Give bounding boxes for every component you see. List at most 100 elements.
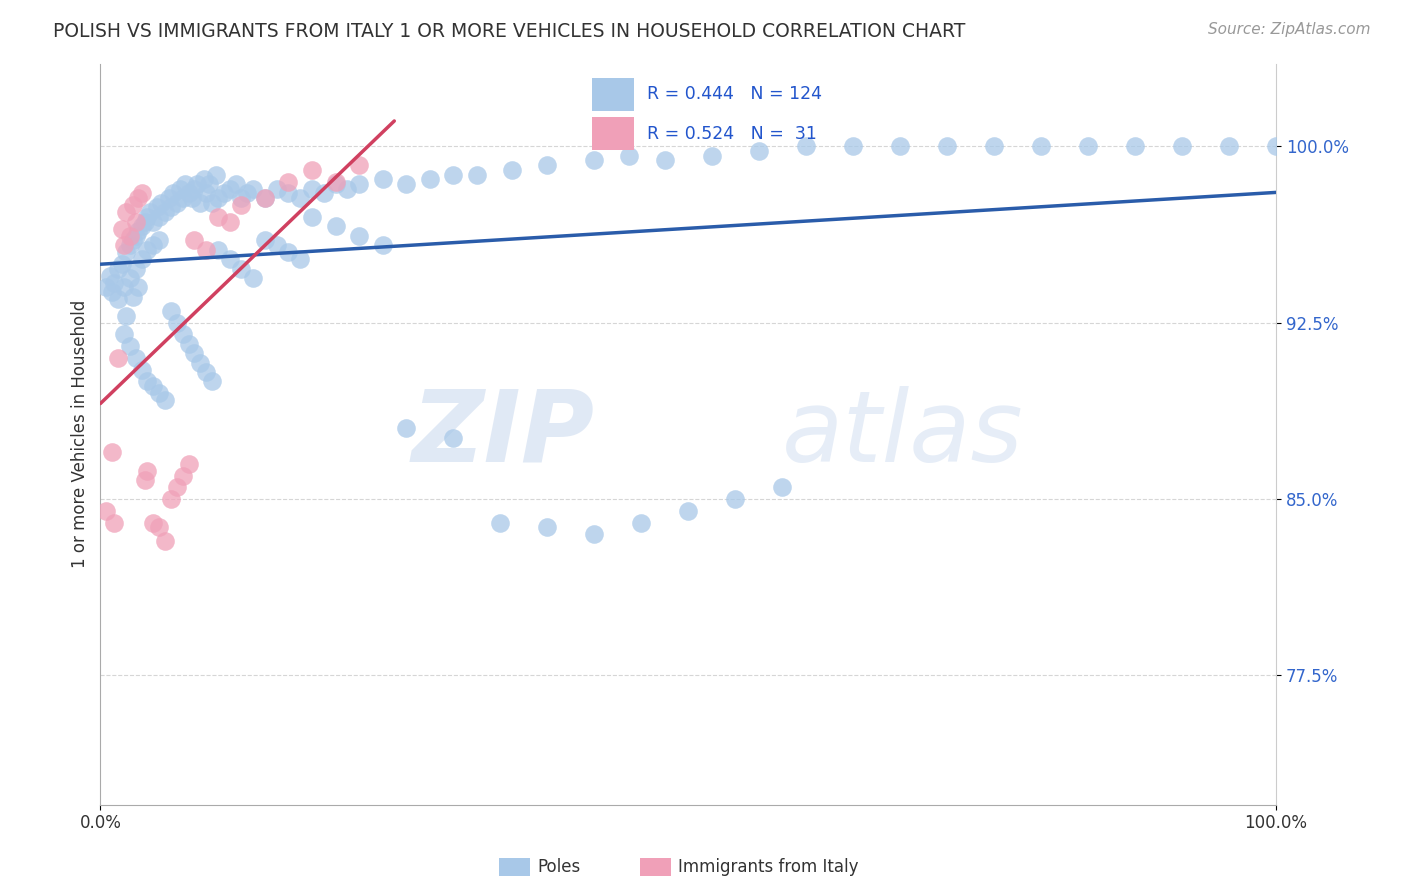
Point [127,280,149,294]
Point [162,186,184,201]
Point [195,186,218,201]
Point [253,234,276,248]
Point [124,261,146,276]
Point [312,186,335,201]
Point [115,245,138,260]
Point [395,177,418,191]
Point [98,268,121,283]
Point [153,534,176,549]
Point [212,186,235,201]
Point [301,162,323,177]
Point [115,205,138,219]
Point [242,271,264,285]
Point [1265,139,1288,153]
Point [277,186,299,201]
Point [107,351,129,365]
Point [174,177,197,191]
Point [177,457,200,471]
Point [195,243,218,257]
Point [1077,139,1099,153]
Point [138,205,160,219]
Point [347,158,370,172]
Point [136,210,159,224]
Point [253,191,276,205]
Point [122,290,145,304]
Point [107,261,129,276]
Point [700,149,723,163]
Point [118,339,141,353]
Point [134,214,156,228]
Text: ZIP: ZIP [411,386,595,483]
Point [347,228,370,243]
Point [103,516,125,530]
Point [124,228,146,243]
Point [148,386,170,401]
Point [118,271,141,285]
Point [148,210,170,224]
Point [441,431,464,445]
Point [301,210,323,224]
Point [218,252,240,267]
Point [201,195,224,210]
Point [536,158,558,172]
Point [1029,139,1052,153]
Point [107,292,129,306]
Point [112,327,135,342]
Point [136,375,159,389]
Point [465,168,488,182]
Point [231,198,253,212]
Point [231,191,253,205]
Point [177,336,200,351]
Point [172,191,194,205]
Point [142,214,165,228]
Point [177,186,200,201]
Point [301,182,323,196]
Point [325,219,347,234]
Point [842,139,865,153]
Point [207,243,229,257]
Point [336,182,359,196]
Point [347,177,370,191]
Point [441,168,464,182]
Point [419,172,441,186]
Point [186,177,208,191]
Text: atlas: atlas [782,386,1024,483]
Point [157,191,180,205]
Point [242,182,264,196]
Point [153,205,176,219]
Point [395,421,418,435]
Point [124,351,146,365]
Point [277,245,299,260]
Point [169,182,191,196]
Point [166,316,188,330]
Point [536,520,558,534]
Point [112,238,135,252]
Point [676,504,699,518]
Point [142,516,165,530]
Point [142,238,165,252]
Point [160,491,183,506]
Point [96,280,118,294]
Point [103,276,125,290]
Point [201,375,224,389]
Point [115,309,138,323]
Point [630,516,652,530]
Point [148,520,170,534]
Point [325,175,347,189]
Text: Source: ZipAtlas.com: Source: ZipAtlas.com [1208,22,1371,37]
Point [236,186,259,201]
Point [290,191,312,205]
Y-axis label: 1 or more Vehicles in Household: 1 or more Vehicles in Household [72,301,89,568]
Point [160,201,183,215]
Point [770,480,793,494]
Point [148,234,170,248]
Point [131,362,153,376]
Point [195,365,218,379]
Point [96,504,118,518]
Point [794,139,817,153]
Point [122,198,145,212]
Point [142,379,165,393]
Point [172,327,194,342]
Point [136,464,159,478]
Point [166,195,188,210]
